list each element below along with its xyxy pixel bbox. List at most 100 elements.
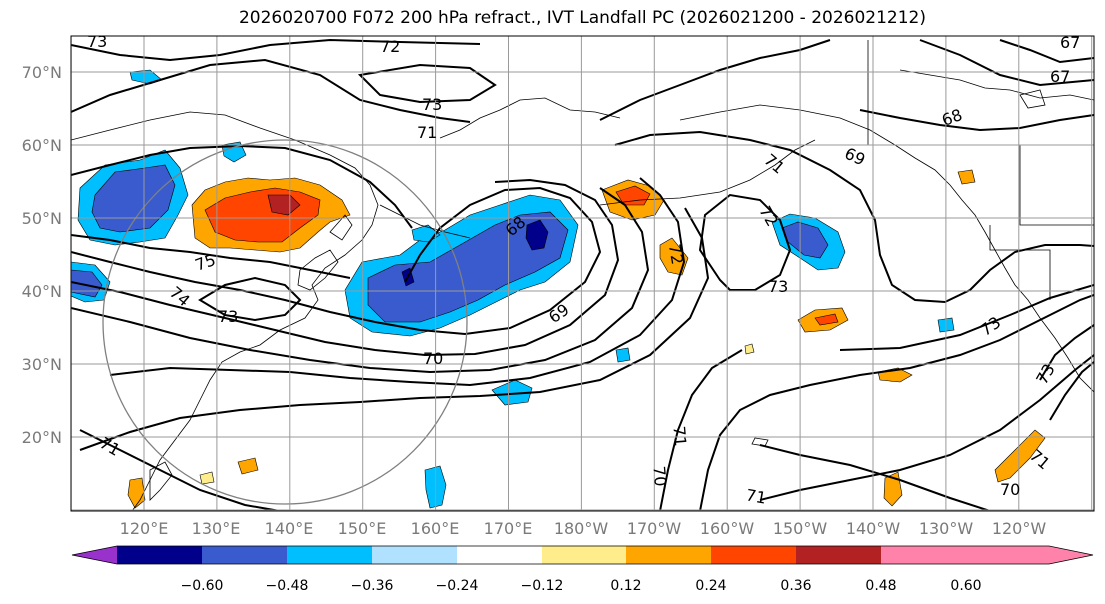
contour-line — [71, 144, 413, 229]
longitude-axis: 120°E 130°E 140°E 150°E 160°E 170°E 180°… — [120, 519, 1047, 538]
colorbar-segment — [796, 546, 881, 564]
map-frame — [70, 35, 1095, 512]
national-border — [1019, 145, 1094, 226]
shaded-anomaly-layer — [71, 69, 1046, 509]
positive-anomaly-region — [814, 313, 839, 326]
contour-line — [109, 177, 686, 387]
contour-line — [859, 109, 1094, 132]
longitude-label: 120°W — [992, 519, 1047, 538]
contour-label: 70 — [649, 465, 670, 487]
strong-positive-anomaly-region — [267, 194, 301, 216]
colorbar-segment — [202, 546, 287, 564]
contour-line — [659, 349, 743, 511]
longitude-label: 180°W — [554, 519, 609, 538]
contour-label: 72 — [380, 37, 400, 56]
contour-label: 73 — [768, 277, 788, 296]
longitude-label: 130°E — [192, 519, 241, 538]
graticule — [71, 36, 1094, 511]
map-background — [71, 36, 1094, 511]
positive-anomaly-region — [744, 343, 755, 355]
longitude-label: 170°W — [627, 519, 682, 538]
latitude-label: 30°N — [22, 355, 62, 374]
longitude-label: 170°E — [484, 519, 533, 538]
latitude-label: 20°N — [22, 428, 62, 447]
coastline — [599, 139, 816, 206]
contour-label: 70 — [1000, 480, 1020, 499]
colorbar — [71, 545, 1094, 565]
contour-line — [71, 178, 620, 357]
colorbar-tick-label: −0.48 — [266, 578, 309, 594]
latitude-axis: 70°N 60°N 50°N 40°N 30°N 20°N — [22, 63, 62, 447]
colorbar-tick-label: −0.36 — [351, 578, 394, 594]
contour-line — [71, 186, 602, 336]
longitude-label: 150°W — [773, 519, 828, 538]
colorbar-segment — [542, 546, 626, 564]
contour-label: 71 — [744, 485, 767, 507]
contour-line — [698, 193, 792, 291]
contour-label: 67 — [1060, 33, 1080, 52]
contour-line — [699, 294, 1094, 511]
contour-line — [357, 63, 497, 104]
contour-line — [614, 130, 1094, 304]
coastline — [899, 69, 1094, 101]
contour-line — [1039, 324, 1094, 381]
positive-anomaly-region — [883, 471, 903, 507]
contour-line — [839, 284, 1094, 351]
longitude-label: 160°E — [411, 519, 460, 538]
contour-line — [919, 39, 1094, 87]
colorbar-segment — [626, 546, 711, 564]
contour-line — [999, 39, 1094, 64]
longitude-label: 140°E — [265, 519, 314, 538]
positive-anomaly-region — [957, 169, 976, 185]
positive-anomaly-region — [659, 237, 689, 276]
contour-label: 71 — [417, 123, 437, 142]
colorbar-ticks: −0.60 −0.48 −0.36 −0.24 −0.12 0.12 0.24 … — [181, 578, 982, 594]
colorbar-tick-label: 0.24 — [695, 578, 726, 594]
coastline — [1019, 89, 1046, 109]
negative-anomaly-region — [491, 379, 533, 406]
latitude-label: 40°N — [22, 282, 62, 301]
colorbar-segment — [117, 546, 202, 564]
latitude-label: 70°N — [22, 63, 62, 82]
colorbar-outline — [71, 545, 1094, 565]
contour-label: 73 — [422, 95, 442, 114]
coastline — [71, 111, 379, 511]
contour-label: 72 — [665, 243, 687, 266]
negative-anomaly-region — [367, 211, 569, 323]
contour-label: 71 — [669, 425, 690, 447]
colorbar-segment — [457, 546, 542, 564]
contour-label: 73 — [87, 32, 107, 51]
longitude-label: 120°E — [120, 519, 169, 538]
positive-anomaly-region — [127, 477, 146, 509]
longitude-label: 160°W — [700, 519, 755, 538]
contour-label: 67 — [1050, 67, 1070, 86]
coastline — [439, 97, 621, 139]
colorbar-segment — [287, 546, 372, 564]
colorbar-tick-label: 0.36 — [780, 578, 811, 594]
contour-label: 73 — [218, 307, 238, 326]
coastline — [149, 461, 173, 501]
longitude-label: 140°W — [846, 519, 901, 538]
contour-line — [79, 429, 281, 511]
contour-line — [198, 276, 302, 322]
contour-line — [1049, 361, 1094, 421]
colorbar-segment — [881, 546, 1093, 564]
coastline — [297, 249, 339, 291]
colorbar-tick-label: 0.60 — [950, 578, 981, 594]
contour-line — [71, 58, 471, 123]
negative-anomaly-region — [781, 221, 829, 259]
positive-anomaly-region — [199, 471, 215, 485]
colorbar-tick-label: −0.24 — [436, 578, 479, 594]
colorbar-tick-label: −0.12 — [521, 578, 564, 594]
colorbar-tick-label: 0.12 — [610, 578, 641, 594]
contour-label: 70 — [423, 349, 443, 368]
contour-line — [759, 444, 991, 511]
range-circle — [102, 139, 468, 505]
positive-anomaly-region — [237, 457, 259, 475]
colorbar-segment — [711, 546, 796, 564]
coastline — [379, 204, 471, 239]
latitude-label: 60°N — [22, 136, 62, 155]
contour-line — [71, 234, 351, 279]
colorbar-segment — [72, 546, 117, 564]
longitude-label: 150°E — [338, 519, 387, 538]
